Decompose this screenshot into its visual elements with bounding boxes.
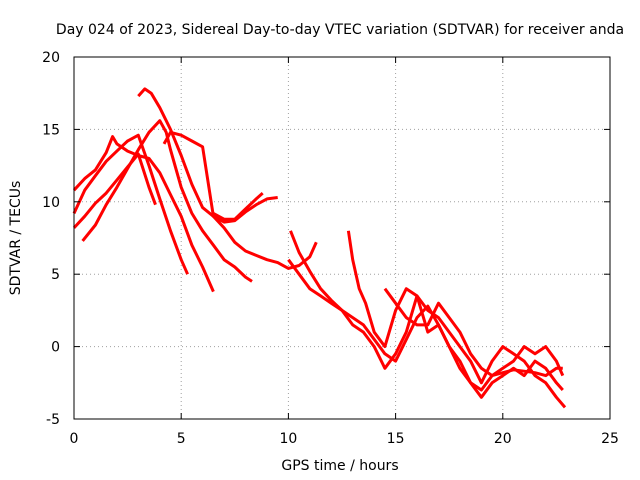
series-arc-3	[72, 135, 215, 293]
series-arc-5	[137, 87, 318, 270]
series-arc-4	[81, 119, 253, 283]
series-arc-1	[72, 152, 157, 229]
y-tick-label: 20	[42, 50, 60, 66]
x-tick-label: 25	[601, 431, 619, 447]
grid-lines	[74, 57, 610, 419]
y-tick-label: 10	[42, 195, 60, 211]
y-tick-label: -5	[46, 412, 60, 428]
series-arc-7	[212, 191, 264, 221]
y-tick-label: 0	[51, 340, 60, 356]
y-tick-label: 15	[42, 122, 60, 138]
series-arc-10	[346, 230, 564, 399]
y-tick-label: 5	[51, 267, 60, 283]
x-axis-label: GPS time / hours	[281, 458, 398, 474]
x-tick-label: 15	[387, 431, 405, 447]
plot-frame	[73, 56, 611, 420]
x-tick-label: 20	[494, 431, 512, 447]
x-tick-label: 10	[279, 431, 297, 447]
data-series-group	[72, 87, 567, 409]
y-axis-label: SDTVAR / TECUs	[8, 181, 24, 296]
plot-border	[73, 56, 611, 420]
series-arc-2	[72, 133, 189, 275]
x-tick-label: 0	[70, 431, 79, 447]
tick-labels: 0 5 10 15 20 25 -5 0 5 10 15 20	[42, 50, 619, 447]
chart-title: Day 024 of 2023, Sidereal Day-to-day VTE…	[56, 22, 624, 38]
series-arc-9	[289, 230, 567, 409]
x-tick-label: 5	[177, 431, 186, 447]
series-arc-11	[383, 287, 565, 378]
series-arc-6	[162, 130, 278, 224]
